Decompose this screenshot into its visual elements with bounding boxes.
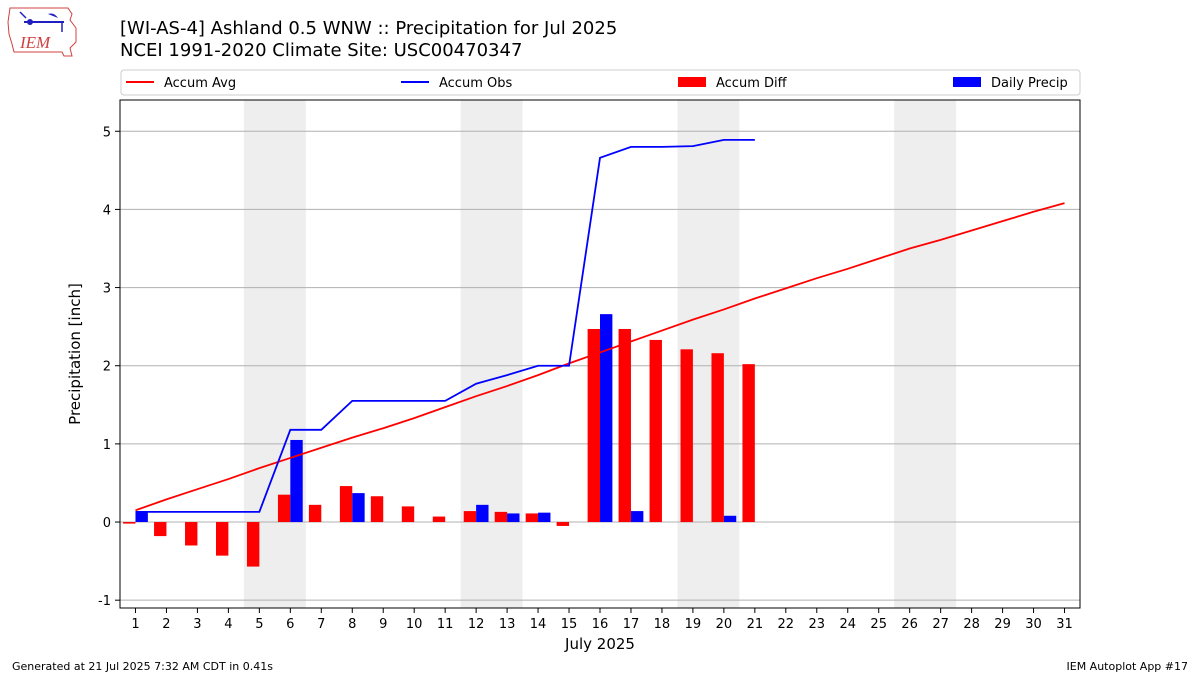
diff-bar-day-10	[401, 506, 415, 523]
x-tick-label-18: 18	[654, 617, 671, 632]
x-tick-label-2: 2	[162, 617, 170, 632]
x-tick-label-1: 1	[131, 617, 139, 632]
footer-generated-text: Generated at 21 Jul 2025 7:32 AM CDT in …	[12, 660, 273, 673]
diff-bar-day-17	[618, 328, 631, 523]
legend-label-accum_diff: Accum Diff	[716, 76, 788, 91]
legend-frame	[120, 69, 1081, 96]
x-tick-label-4: 4	[224, 617, 232, 632]
x-tick-label-30: 30	[1025, 617, 1042, 632]
legend-label-accum_obs: Accum Obs	[439, 76, 512, 91]
legend-swatch-daily_precip	[953, 77, 981, 87]
y-tick-label-1: 1	[103, 438, 111, 453]
chart-subtitle: NCEI 1991-2020 Climate Site: USC00470347	[120, 40, 523, 61]
x-tick-label-17: 17	[623, 617, 640, 632]
x-tick-label-7: 7	[317, 617, 325, 632]
daily-bar-day-8	[352, 493, 365, 523]
diff-bar-day-3	[185, 522, 198, 546]
daily-bar-day-14	[538, 512, 551, 523]
x-tick-label-12: 12	[468, 617, 485, 632]
x-tick-label-10: 10	[406, 617, 423, 632]
chart-title: [WI-AS-4] Ashland 0.5 WNW :: Precipitati…	[120, 18, 618, 39]
logo-text: IEM	[19, 33, 51, 52]
diff-bar-day-18	[649, 339, 662, 523]
x-tick-label-15: 15	[561, 617, 578, 632]
weekend-band-2	[460, 100, 523, 608]
accum-obs-line	[135, 138, 755, 513]
y-tick-label-2: 2	[103, 360, 111, 375]
diff-bar-day-21	[742, 364, 755, 523]
x-tick-label-24: 24	[839, 617, 856, 632]
x-tick-label-5: 5	[255, 617, 263, 632]
daily-bar-day-17	[630, 511, 644, 523]
diff-bar-day-14	[525, 513, 539, 523]
diff-bar-day-15	[556, 522, 570, 526]
diff-bar-day-4	[216, 522, 229, 556]
x-tick-label-11: 11	[437, 617, 454, 632]
diff-bar-day-2	[154, 522, 167, 537]
diff-bar-day-19	[680, 349, 693, 523]
diff-bar-day-12	[463, 511, 477, 523]
x-tick-label-26: 26	[901, 617, 918, 632]
y-tick-label--1: -1	[98, 594, 111, 609]
x-tick-label-25: 25	[870, 617, 887, 632]
legend-label-accum_avg: Accum Avg	[164, 76, 236, 91]
x-tick-label-22: 22	[778, 617, 795, 632]
y-tick-label-5: 5	[103, 125, 111, 140]
weekend-band-4	[894, 100, 957, 608]
diff-bar-day-6	[277, 494, 291, 523]
x-tick-label-20: 20	[716, 617, 733, 632]
lines-layer	[135, 138, 1065, 513]
bars-layer	[123, 314, 755, 567]
diff-bar-day-11	[432, 516, 446, 523]
footer-app-text: IEM Autoplot App #17	[1066, 660, 1189, 673]
y-tick-label-4: 4	[103, 203, 111, 218]
x-tick-label-14: 14	[530, 617, 547, 632]
x-tick-label-23: 23	[809, 617, 826, 632]
diff-bar-day-8	[339, 486, 353, 523]
legend-label-daily_precip: Daily Precip	[991, 76, 1068, 91]
daily-bar-day-6	[290, 439, 303, 523]
daily-bar-day-16	[600, 314, 613, 523]
daily-bar-day-13	[507, 513, 520, 523]
daily-bar-day-12	[476, 504, 489, 523]
x-tick-label-19: 19	[685, 617, 702, 632]
legend: Accum Avg Accum Obs Accum Diff Daily Precip	[120, 69, 1081, 96]
diff-bar-day-13	[494, 511, 508, 523]
y-tick-label-0: 0	[103, 516, 111, 531]
diff-bar-day-20	[711, 353, 724, 523]
y-axis-label: Precipitation [inch]	[66, 283, 84, 425]
x-tick-label-28: 28	[963, 617, 980, 632]
diff-bar-day-7	[308, 504, 322, 523]
y-tick-label-3: 3	[103, 282, 111, 297]
diff-bar-day-1	[123, 522, 136, 524]
x-tick-label-6: 6	[286, 617, 294, 632]
x-tick-label-27: 27	[932, 617, 949, 632]
legend-swatch-accum_diff	[678, 77, 706, 87]
x-tick-label-13: 13	[499, 617, 516, 632]
x-axis-label: July 2025	[564, 635, 635, 653]
x-tick-label-21: 21	[747, 617, 764, 632]
diff-bar-day-9	[370, 496, 384, 523]
x-tick-label-3: 3	[193, 617, 201, 632]
diff-bar-day-5	[246, 522, 260, 567]
iem-logo-icon: IEM	[7, 7, 77, 57]
x-tick-label-31: 31	[1056, 617, 1073, 632]
daily-bar-day-1	[135, 511, 148, 523]
x-tick-label-29: 29	[994, 617, 1011, 632]
x-tick-label-8: 8	[348, 617, 356, 632]
diff-bar-day-16	[587, 328, 600, 523]
daily-bar-day-20	[723, 515, 737, 523]
x-tick-label-16: 16	[592, 617, 609, 632]
x-tick-label-9: 9	[379, 617, 387, 632]
accum-avg-line	[135, 202, 1065, 512]
